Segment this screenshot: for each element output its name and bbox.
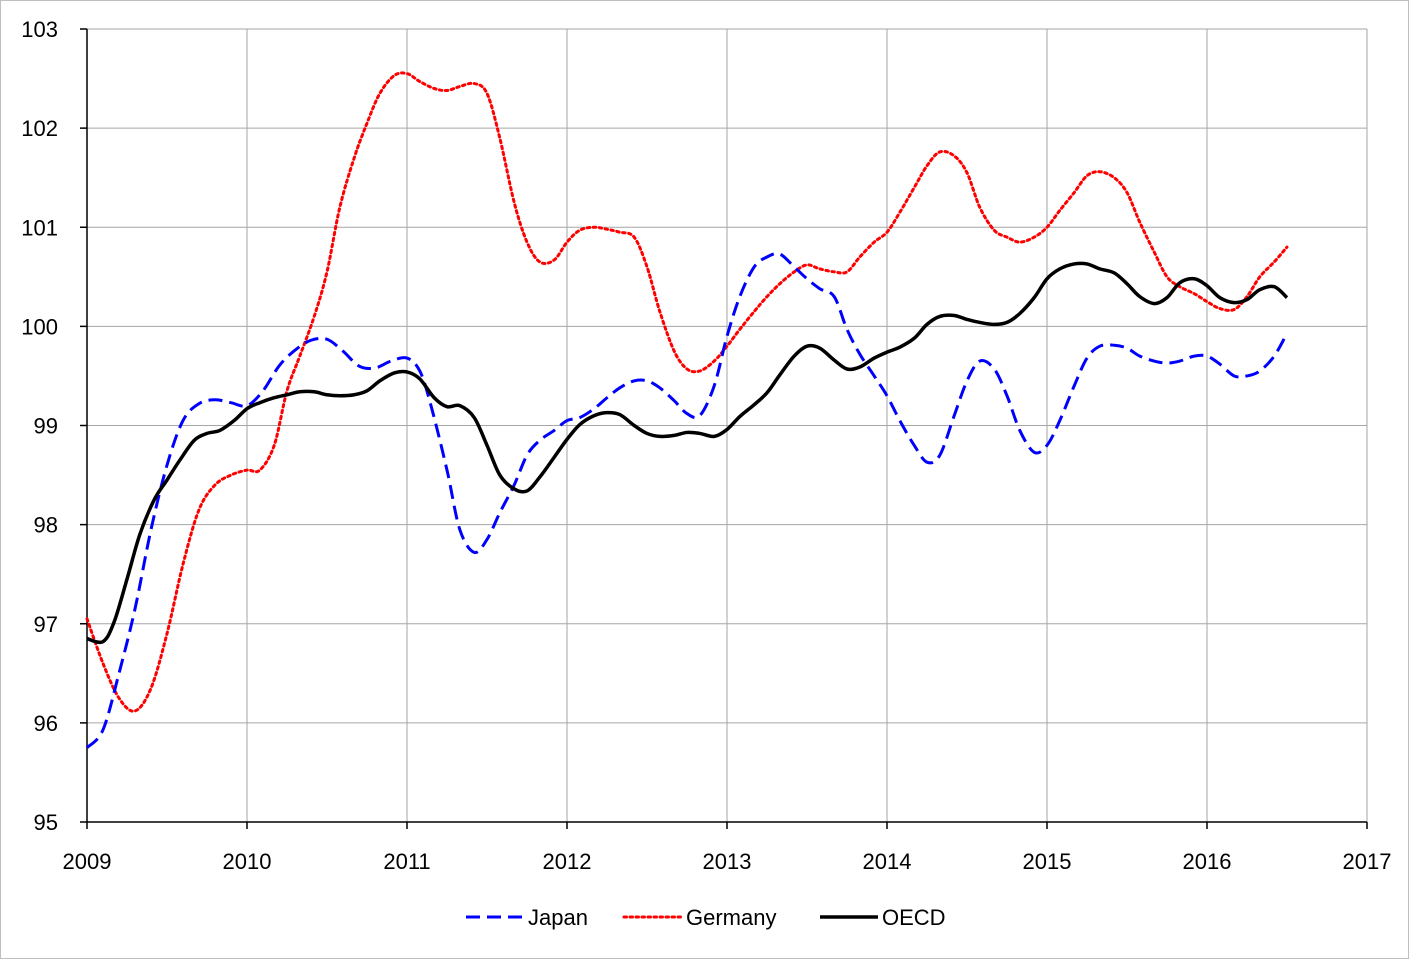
legend-label-japan: Japan xyxy=(528,905,588,930)
y-tick-label: 101 xyxy=(21,215,58,240)
x-tick-label: 2011 xyxy=(383,849,430,874)
y-tick-label: 96 xyxy=(34,711,58,736)
y-tick-label: 98 xyxy=(34,513,58,538)
y-tick-label: 102 xyxy=(21,116,58,141)
x-tick-label: 2016 xyxy=(1183,849,1232,874)
y-tick-label: 103 xyxy=(21,17,58,42)
y-tick-label: 100 xyxy=(21,314,58,339)
x-tick-label: 2010 xyxy=(223,849,272,874)
legend-label-oecd: OECD xyxy=(882,905,946,930)
series-line-oecd xyxy=(86,261,1289,645)
series-line-germany xyxy=(85,71,1289,713)
axes: 95 96 97 98 99 100 101 102 103 2009 2010 2011 2012 20… xyxy=(21,17,1391,874)
x-tick-label: 2012 xyxy=(543,849,592,874)
series-lines xyxy=(85,71,1289,749)
x-tick-label: 2017 xyxy=(1343,849,1392,874)
y-tick-label: 99 xyxy=(34,414,58,439)
y-tick-label: 97 xyxy=(34,612,58,637)
legend-label-germany: Germany xyxy=(686,905,776,930)
series-line-japan xyxy=(85,251,1289,749)
x-tick-label: 2013 xyxy=(703,849,752,874)
x-tick-label: 2015 xyxy=(1023,849,1072,874)
x-tick-label: 2009 xyxy=(63,849,112,874)
y-tick-label: 95 xyxy=(34,810,58,835)
gridlines xyxy=(87,28,1368,822)
legend: Japan Germany OECD xyxy=(466,905,946,930)
x-tick-label: 2014 xyxy=(863,849,912,874)
